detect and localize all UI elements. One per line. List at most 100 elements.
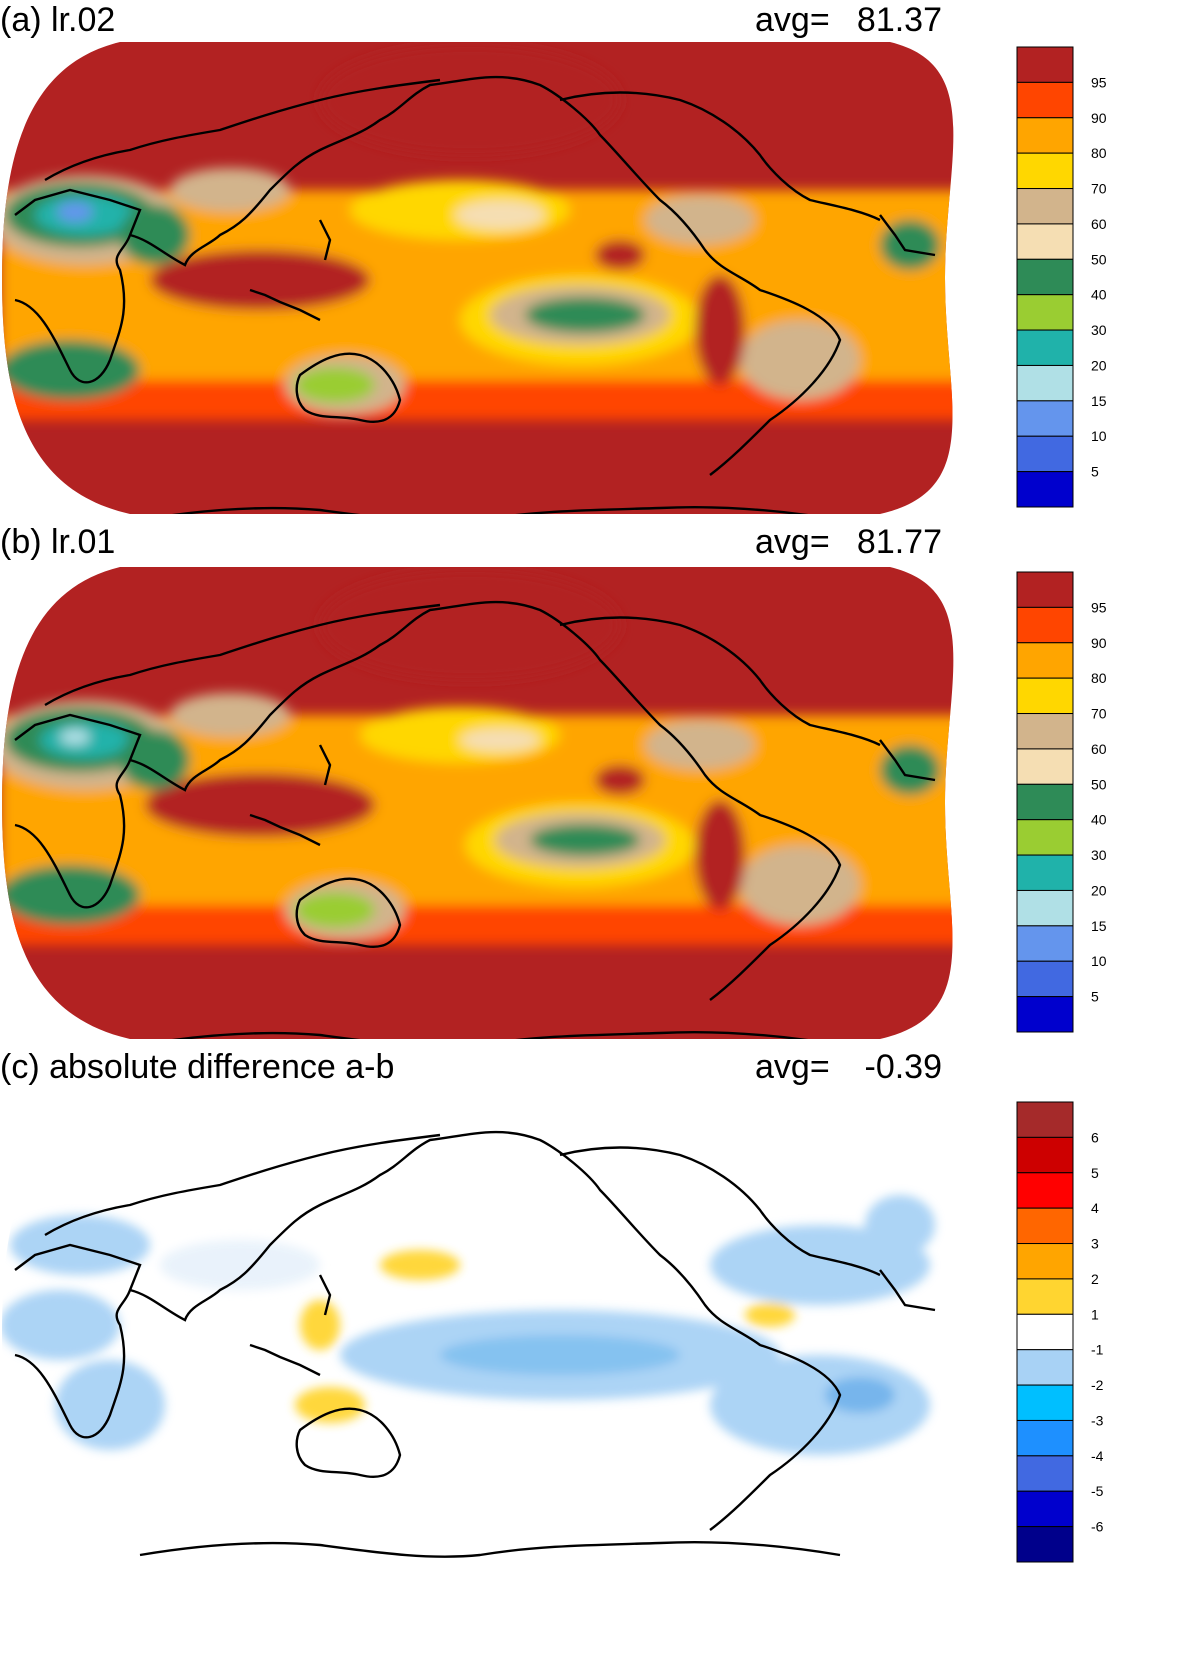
colorbar-panel-b: 95 90 80 70 60 50 40 30 20 15 10 5 [1016,571,1107,1033]
colorbar-bin [1016,1384,1074,1421]
colorbar-bin [1016,223,1074,260]
field-atlantic-west-africa [880,745,940,795]
colorbar-tick-label: 10 [1091,953,1107,969]
colorbar-tick-label: 4 [1091,1200,1099,1216]
field-maritime-pos [300,1300,340,1350]
colorbar-bin [1016,294,1074,331]
panel-b-avg-label: avg= [755,523,830,561]
colorbar-bin [1016,117,1074,154]
field-warm-pool [145,773,375,837]
field-asia-neg-sparse [160,1240,320,1290]
colorbar-tick-label: 50 [1091,251,1107,267]
colorbar-tick-label: 70 [1091,706,1107,722]
colorbar-bin [1016,677,1074,715]
colorbar-bin [1016,1207,1074,1245]
colorbar-tick-label: -2 [1091,1377,1104,1393]
colorbar-bin [1016,571,1074,608]
colorbar-tick-label: -3 [1091,1412,1104,1428]
colorbar-bin [1016,819,1074,856]
panel-a-title: (a) lr.02 [0,1,116,39]
field-sahara-peak [60,729,90,745]
colorbar-tick-label: 30 [1091,322,1107,338]
colorbar-tick-label: 80 [1091,145,1107,161]
colorbar-tick-label: 30 [1091,847,1107,863]
colorbar-tick-label: -4 [1091,1448,1104,1464]
colorbar-bin [1016,854,1074,891]
colorbar-bin [1016,606,1074,644]
field-south-america-neg-core [825,1377,895,1413]
colorbar-a-labels: 95 90 80 70 60 50 40 30 20 15 10 5 [1091,74,1107,479]
colorbar-bin [1016,1172,1074,1209]
colorbar-bin [1016,642,1074,679]
field-npac-pos [380,1250,460,1280]
map-panel-c [2,1097,954,1569]
colorbar-tick-label: -6 [1091,1519,1104,1535]
colorbar-panel-a: 95 90 80 70 60 50 40 30 20 15 10 5 [1016,46,1107,508]
colorbar-bin [1016,1101,1074,1138]
field-southern-band [2,380,954,420]
field-central-asia [170,168,290,212]
colorbar-tick-label: 6 [1091,1129,1099,1145]
colorbar-bin [1016,1278,1074,1315]
field-humboldt [695,800,745,910]
colorbar-bin [1016,925,1074,962]
colorbar-bin [1016,471,1074,508]
coastlines [14,1130,936,1558]
colorbar-tick-label: 70 [1091,181,1107,197]
coastlines [14,600,936,1039]
field-amazon-pos [745,1303,795,1327]
panel-c-title: (c) absolute difference a-b [0,1048,395,1086]
field-north-pacific [320,570,620,680]
field-south-america [740,320,860,400]
colorbar-bin [1016,1243,1074,1280]
field-mexico [645,195,755,245]
field-south-africa-neg [55,1360,165,1450]
panel-c-avg-label: avg= [755,1048,830,1086]
colorbar-bin [1016,1313,1074,1351]
colorbar-bin [1016,1349,1074,1386]
field-arabia [120,730,190,790]
panel-b-avg-value: 81.77 [856,523,942,561]
panel-b-title: (b) lr.01 [0,523,116,561]
colorbar-bin [1016,783,1074,821]
colorbar-tick-label: 3 [1091,1236,1099,1252]
colorbar-panel-c: 6 5 4 3 2 1 -1 -2 -3 -4 -5 -6 [1016,1101,1104,1563]
colorbar-tick-label: 15 [1091,393,1107,409]
colorbar-tick-label: 20 [1091,357,1107,373]
field-north-pacific [320,45,620,155]
colorbar-tick-label: 2 [1091,1271,1099,1287]
field-spac-dry-core [530,824,640,856]
map-panel-a [2,42,954,514]
colorbar-bin [1016,258,1074,296]
panel-a-avg-value: 81.37 [856,1,942,39]
colorbar-bin [1016,1136,1074,1174]
panel-c-avg-value: -0.39 [864,1048,943,1086]
colorbar-bin [1016,152,1074,190]
field-sahel-neg [10,1215,150,1275]
colorbar-a-bins [1016,46,1074,508]
field-npac-dry-core [460,728,540,752]
coastlines [14,75,936,514]
colorbar-bin [1016,435,1074,473]
map-panel-b [2,567,954,1039]
colorbar-bin [1016,1419,1074,1457]
colorbar-tick-label: 90 [1091,110,1107,126]
field-south-america [740,845,860,925]
field-africa-neg [2,1290,120,1360]
colorbar-bin [1016,46,1074,83]
colorbar-tick-label: 80 [1091,670,1107,686]
field-npac-dry-core [455,200,545,230]
colorbar-tick-label: 1 [1091,1306,1099,1322]
field-humboldt [695,275,745,385]
colorbar-bin [1016,329,1074,366]
colorbar-bin [1016,188,1074,225]
colorbar-bin [1016,960,1074,998]
colorbar-tick-label: 50 [1091,776,1107,792]
colorbar-tick-label: 60 [1091,741,1107,757]
colorbar-b-labels: 95 90 80 70 60 50 40 30 20 15 10 5 [1091,599,1107,1004]
field-atlantic-west-africa [880,220,940,270]
field-south-america-neg [710,1355,930,1455]
colorbar-bin [1016,1455,1074,1492]
field-warm-pool [150,250,370,310]
colorbar-tick-label: 5 [1091,1165,1099,1181]
